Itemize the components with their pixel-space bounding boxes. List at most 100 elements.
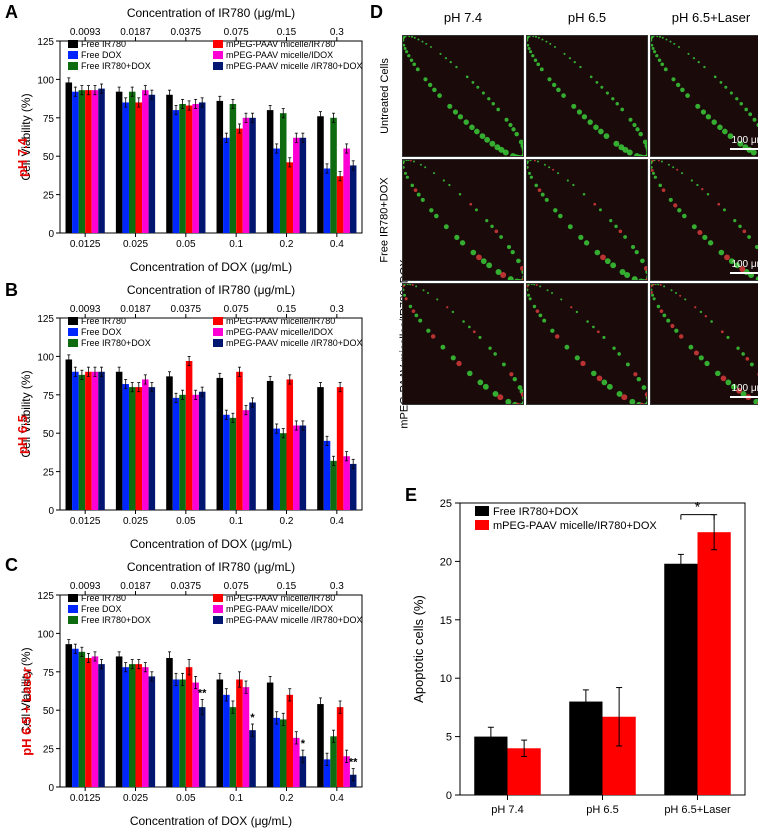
barchart-a: 0255075100125Cell Viability (%)0.00930.0…	[0, 5, 370, 275]
svg-text:Apoptotic cells (%): Apoptotic cells (%)	[411, 595, 426, 703]
svg-text:0.1: 0.1	[229, 516, 243, 527]
svg-text:0.4: 0.4	[330, 516, 344, 527]
svg-text:100: 100	[37, 75, 54, 86]
svg-text:Concentration of DOX (μg/mL): Concentration of DOX (μg/mL)	[130, 260, 292, 274]
svg-text:0.2: 0.2	[280, 793, 294, 804]
svg-text:0.025: 0.025	[123, 793, 148, 804]
svg-text:Concentration of IR780 (μg/mL): Concentration of IR780 (μg/mL)	[127, 560, 295, 574]
svg-text:pH 6.5+Laser: pH 6.5+Laser	[664, 804, 731, 816]
svg-text:100: 100	[37, 629, 54, 640]
svg-text:Concentration of IR780 (μg/mL): Concentration of IR780 (μg/mL)	[127, 6, 295, 20]
svg-text:*: *	[250, 712, 255, 724]
micro-col-header: pH 6.5	[526, 10, 648, 25]
svg-text:5: 5	[446, 732, 452, 744]
svg-text:mPEG-PAAV micelle/IR780: mPEG-PAAV micelle/IR780	[226, 39, 335, 49]
apoptosis-chart: 0510152025Apoptotic cells (%)pH 7.4pH 6.…	[405, 485, 755, 835]
svg-text:15: 15	[440, 615, 452, 627]
svg-text:0: 0	[48, 229, 54, 240]
svg-text:25: 25	[43, 745, 55, 756]
scale-bar	[730, 396, 758, 398]
condition-a: pH 7.4	[0, 150, 53, 165]
svg-text:Concentration of IR780 (μg/mL): Concentration of IR780 (μg/mL)	[127, 283, 295, 297]
svg-text:Free IR780: Free IR780	[81, 39, 126, 49]
svg-text:Concentration of DOX (μg/mL): Concentration of DOX (μg/mL)	[130, 814, 292, 828]
svg-text:Free IR780: Free IR780	[81, 316, 126, 326]
svg-text:mPEG-PAAV micelle/IDOX: mPEG-PAAV micelle/IDOX	[226, 327, 333, 337]
svg-text:0.3: 0.3	[330, 27, 344, 38]
micrograph-grid: pH 7.4pH 6.5pH 6.5+LaserUntreated CellsF…	[370, 5, 758, 485]
svg-text:0.0125: 0.0125	[70, 793, 101, 804]
barchart-b: 0255075100125Cell Viability (%)0.00930.0…	[0, 282, 370, 552]
svg-text:0.0093: 0.0093	[70, 581, 101, 592]
svg-text:0.075: 0.075	[224, 304, 249, 315]
svg-text:Free IR780+DOX: Free IR780+DOX	[493, 506, 579, 518]
micro-col-header: pH 7.4	[402, 10, 524, 25]
svg-text:mPEG-PAAV micelle/IDOX: mPEG-PAAV micelle/IDOX	[226, 50, 333, 60]
svg-text:mPEG-PAAV micelle/IR780+DOX: mPEG-PAAV micelle/IR780+DOX	[493, 520, 657, 532]
svg-text:25: 25	[43, 468, 55, 479]
svg-text:Free DOX: Free DOX	[81, 327, 122, 337]
svg-text:0.0093: 0.0093	[70, 304, 101, 315]
micrograph-cell: 100 μm	[650, 35, 758, 157]
svg-text:**: **	[198, 687, 207, 699]
svg-text:10: 10	[440, 673, 452, 685]
micrograph-cell	[526, 35, 648, 157]
svg-text:0: 0	[48, 506, 54, 517]
svg-text:0.0375: 0.0375	[171, 27, 202, 38]
svg-text:0.15: 0.15	[277, 581, 297, 592]
scale-text: 100 μm	[731, 135, 758, 146]
svg-text:0.1: 0.1	[229, 239, 243, 250]
svg-text:0.0093: 0.0093	[70, 27, 101, 38]
scale-text: 100 μm	[731, 383, 758, 394]
micrograph-cell	[526, 159, 648, 281]
svg-text:*: *	[301, 738, 306, 750]
svg-text:0.025: 0.025	[123, 239, 148, 250]
svg-text:0.0375: 0.0375	[171, 304, 202, 315]
condition-c: pH 6.5 + Laser	[0, 704, 62, 719]
scale-bar	[730, 272, 758, 274]
svg-text:20: 20	[440, 556, 452, 568]
svg-text:pH 6.5: pH 6.5	[586, 804, 618, 816]
micrograph-cell: 100 μm	[650, 283, 758, 405]
svg-text:0.3: 0.3	[330, 581, 344, 592]
svg-text:**: **	[349, 757, 358, 769]
svg-text:Free IR780+DOX: Free IR780+DOX	[81, 61, 151, 71]
svg-text:0.0187: 0.0187	[120, 304, 151, 315]
svg-text:0.15: 0.15	[277, 27, 297, 38]
svg-text:pH 7.4: pH 7.4	[491, 804, 523, 816]
svg-text:0.2: 0.2	[280, 516, 294, 527]
scale-bar	[730, 148, 758, 150]
svg-text:25: 25	[43, 191, 55, 202]
svg-text:0.0187: 0.0187	[120, 581, 151, 592]
svg-text:0.075: 0.075	[224, 27, 249, 38]
svg-text:125: 125	[37, 314, 54, 325]
svg-text:mPEG-PAAV micelle /IR780+DOX: mPEG-PAAV micelle /IR780+DOX	[226, 615, 362, 625]
svg-text:125: 125	[37, 37, 54, 48]
svg-text:0.1: 0.1	[229, 793, 243, 804]
svg-text:Free DOX: Free DOX	[81, 50, 122, 60]
svg-text:0.0125: 0.0125	[70, 239, 101, 250]
svg-text:0.4: 0.4	[330, 239, 344, 250]
micrograph-cell	[402, 283, 524, 405]
svg-text:0.4: 0.4	[330, 793, 344, 804]
svg-text:0.075: 0.075	[224, 581, 249, 592]
svg-text:125: 125	[37, 591, 54, 602]
svg-text:0.05: 0.05	[176, 239, 196, 250]
svg-text:Free IR780+DOX: Free IR780+DOX	[81, 338, 151, 348]
micro-col-header: pH 6.5+Laser	[650, 10, 758, 25]
svg-text:0.2: 0.2	[280, 239, 294, 250]
micrograph-cell: 100 μm	[650, 159, 758, 281]
svg-text:0.05: 0.05	[176, 516, 196, 527]
svg-text:75: 75	[43, 114, 55, 125]
svg-text:0: 0	[48, 783, 54, 794]
svg-text:0: 0	[446, 790, 452, 802]
svg-text:0.15: 0.15	[277, 304, 297, 315]
condition-b: pH 6.5	[0, 427, 53, 442]
svg-text:*: *	[695, 499, 701, 515]
svg-text:100: 100	[37, 352, 54, 363]
micrograph-cell	[402, 159, 524, 281]
svg-text:0.0187: 0.0187	[120, 27, 151, 38]
svg-text:mPEG-PAAV micelle /IR780+DOX: mPEG-PAAV micelle /IR780+DOX	[226, 61, 362, 71]
svg-text:75: 75	[43, 391, 55, 402]
svg-text:Free IR780+DOX: Free IR780+DOX	[81, 615, 151, 625]
